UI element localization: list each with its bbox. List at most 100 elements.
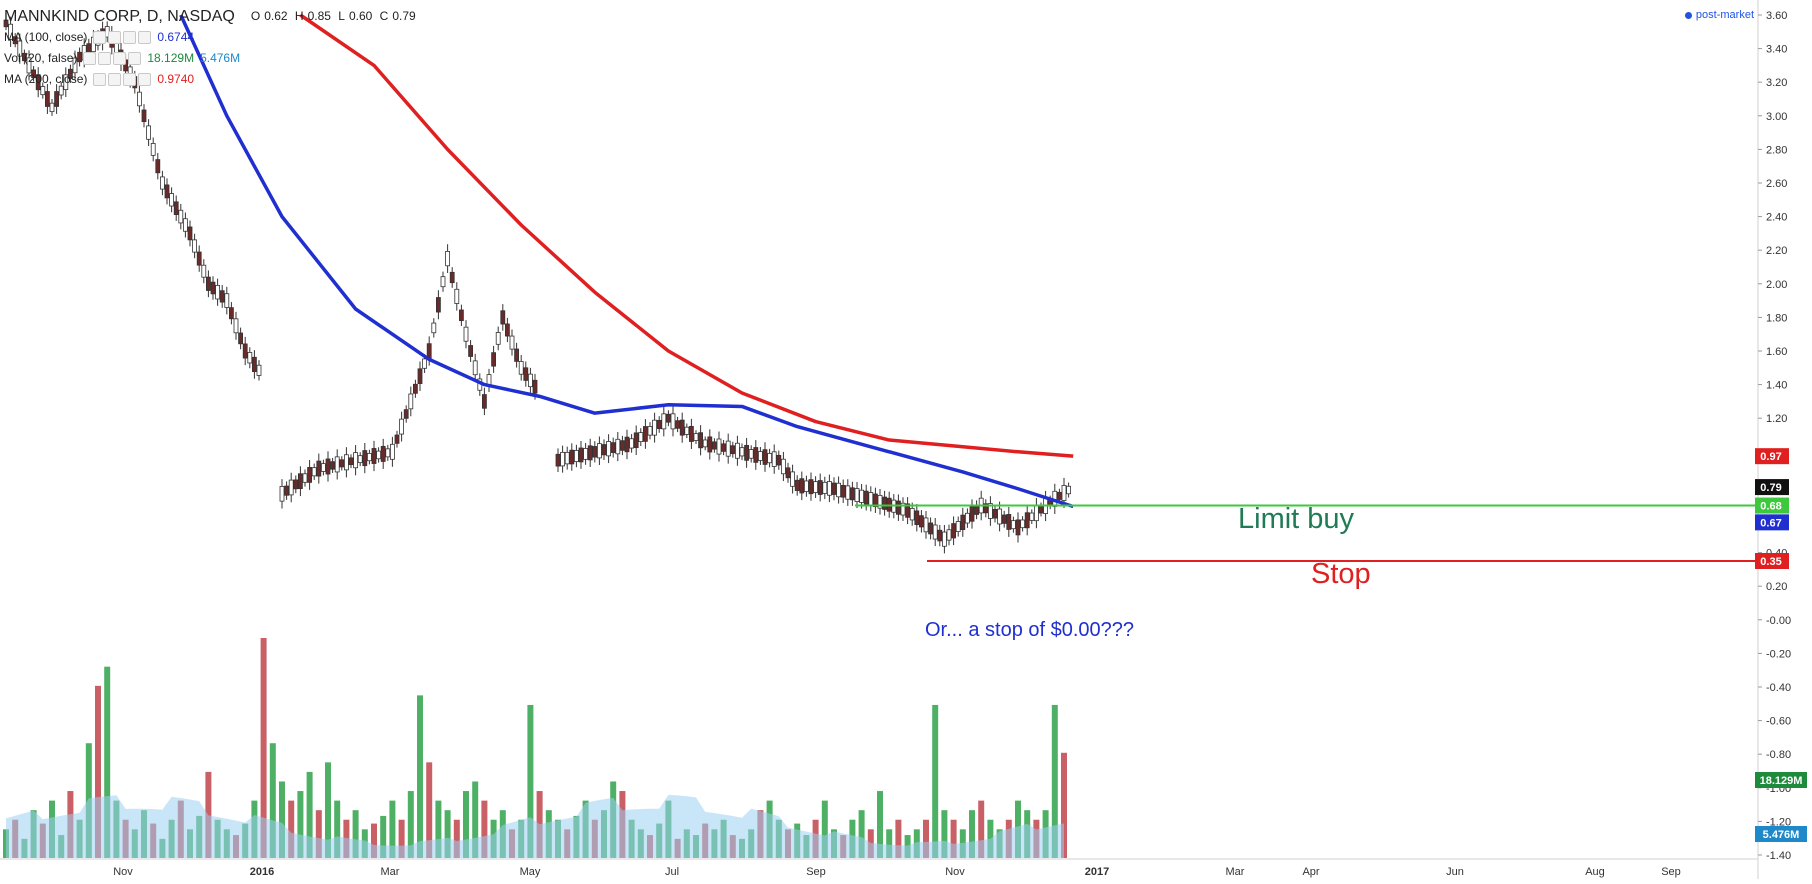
candle-body (385, 448, 391, 458)
settings-icon[interactable] (108, 73, 122, 86)
volume-label-box (1755, 772, 1807, 788)
volume-bar (463, 791, 469, 858)
candle-body (1029, 512, 1035, 521)
volume-label-text: 5.476M (1763, 829, 1800, 841)
candle-body (896, 500, 901, 515)
candle-body (951, 523, 956, 539)
post-market-indicator[interactable]: post-market (1684, 9, 1754, 21)
post-market-label: post-market (1695, 9, 1754, 21)
candle-body (721, 443, 726, 452)
eye-icon[interactable] (93, 73, 107, 86)
plus-icon[interactable] (113, 52, 127, 65)
candle-body (348, 457, 354, 466)
candle-body (422, 358, 428, 369)
price-label-text: 0.35 (1760, 556, 1781, 568)
candle-body (68, 68, 73, 79)
candle-body (228, 307, 234, 320)
candle-body (790, 471, 795, 487)
ohlc-high: 0.85 (307, 9, 331, 23)
candle-body (26, 57, 32, 74)
ohlc-values: O 0.62 H 0.85 L 0.60 C 0.79 (251, 6, 420, 27)
candle-body (279, 486, 285, 502)
candle-body (35, 74, 41, 91)
candle-body (615, 438, 621, 455)
candle-body (928, 522, 933, 535)
candle-body (988, 503, 993, 519)
candle-body (836, 482, 841, 498)
candle-body (302, 473, 308, 483)
legend-volume[interactable]: Vol (20, false) 18.129M 5.476M (4, 48, 420, 69)
y-tick-label: -1.20 (1766, 816, 1791, 828)
x-tick-label: 2017 (1085, 866, 1109, 878)
volume-bar (978, 800, 985, 858)
candle-body (574, 449, 579, 463)
settings-icon[interactable] (108, 31, 122, 44)
plus-icon[interactable] (123, 73, 137, 86)
ma100-value: 0.6744 (157, 30, 195, 44)
candle-body (725, 440, 731, 457)
close-icon[interactable] (138, 31, 152, 44)
close-icon[interactable] (138, 73, 152, 86)
candle-body (408, 393, 414, 410)
y-tick-label: 2.00 (1766, 279, 1787, 291)
candle-body (472, 360, 478, 376)
y-tick-label: -1.40 (1766, 850, 1791, 862)
candle-body (454, 288, 460, 304)
candle-body (178, 209, 184, 224)
candle-body (633, 432, 639, 449)
candle-body (983, 503, 989, 514)
close-icon[interactable] (128, 52, 142, 65)
y-tick-label: 2.20 (1766, 245, 1787, 257)
ma200-line (299, 13, 1074, 458)
legend-title-row: MANNKIND CORP, D, NASDAQ O 0.62 H 0.85 L 0.… (4, 6, 420, 27)
limit-buy-annotation[interactable]: Limit buy (1238, 503, 1355, 535)
candle-body (192, 239, 198, 253)
stop-question-annotation[interactable]: Or... a stop of $0.00??? (925, 619, 1135, 641)
x-tick-label: 2016 (250, 866, 274, 878)
eye-icon[interactable] (83, 52, 97, 65)
x-tick-label: Nov (945, 866, 965, 878)
volume-bar (407, 791, 414, 858)
candle-body (293, 479, 299, 490)
candle-body (735, 442, 740, 459)
candle-body (850, 487, 855, 501)
candle-body (445, 251, 451, 267)
chart-legend: MANNKIND CORP, D, NASDAQ O 0.62 H 0.85 L 0.… (4, 6, 420, 90)
volume-value: 18.129M (147, 51, 195, 65)
candle-body (597, 443, 602, 459)
ohlc-low: 0.60 (348, 9, 373, 23)
volume-bar (426, 762, 433, 858)
candle-body (316, 460, 322, 477)
plus-icon[interactable] (123, 31, 137, 44)
stop-annotation[interactable]: Stop (1311, 558, 1371, 590)
volume-bar (923, 819, 929, 858)
volume-bar (371, 823, 377, 858)
volume-bar (444, 810, 451, 858)
volume-bar (1061, 752, 1067, 858)
legend-ma200[interactable]: MA (200, close) 0.9740 (4, 69, 420, 90)
candle-body (919, 515, 924, 528)
candle-body (514, 348, 519, 362)
candle-body (481, 394, 487, 409)
symbol-title[interactable]: MANNKIND CORP, D, NASDAQ (4, 8, 235, 25)
candle-body (564, 451, 570, 465)
y-tick-label: -0.60 (1766, 716, 1791, 728)
eye-icon[interactable] (93, 31, 107, 44)
price-label-box (1755, 479, 1789, 496)
legend-ma100[interactable]: MA (100, close) 0.6744 (4, 27, 420, 48)
candle-body (610, 442, 616, 453)
y-tick-label: 3.00 (1766, 111, 1787, 123)
candle-body (357, 455, 363, 464)
candle-body (412, 383, 418, 394)
candle-body (965, 512, 970, 524)
candle-body (817, 480, 823, 495)
candle-body (1034, 505, 1039, 522)
volume-bar (453, 819, 460, 858)
settings-icon[interactable] (98, 52, 112, 65)
candle-body (366, 452, 372, 462)
volume-bar (821, 800, 828, 858)
volume-label-text: 18.129M (1760, 775, 1803, 787)
candle-body (339, 459, 345, 468)
